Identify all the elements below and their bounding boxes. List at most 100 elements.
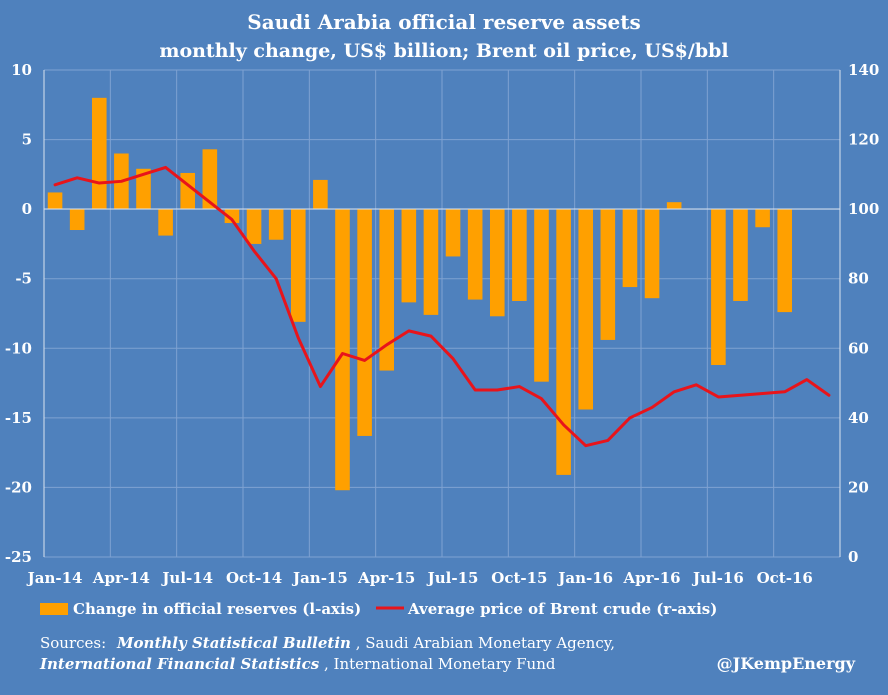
left-tick-5: -15 bbox=[5, 409, 32, 427]
brent-point-24 bbox=[585, 445, 587, 447]
bar-27 bbox=[644, 209, 660, 299]
brent-point-16 bbox=[408, 330, 410, 332]
left-tick-0: 10 bbox=[11, 61, 32, 79]
brent-point-10 bbox=[275, 278, 277, 280]
brent-point-27 bbox=[651, 406, 653, 409]
left-tick-4: -10 bbox=[5, 339, 32, 357]
brent-point-1 bbox=[76, 177, 78, 179]
bar-15 bbox=[379, 209, 395, 371]
legend: Change in official reserves (l-axis) Ave… bbox=[40, 600, 717, 618]
right-tick-1: 120 bbox=[848, 131, 879, 149]
brent-point-4 bbox=[142, 173, 145, 175]
brent-point-7 bbox=[209, 201, 211, 203]
bar-22 bbox=[534, 209, 549, 382]
brent-point-12 bbox=[319, 385, 321, 388]
x-tick-9: Apr-16 bbox=[622, 569, 680, 587]
left-tick-1: 5 bbox=[22, 131, 32, 149]
brent-point-28 bbox=[673, 391, 675, 393]
brent-point-15 bbox=[386, 344, 388, 346]
brent-point-33 bbox=[784, 391, 786, 393]
left-tick-2: 0 bbox=[22, 200, 32, 218]
bar-33 bbox=[777, 209, 793, 313]
brent-point-34 bbox=[806, 378, 808, 381]
legend-label-brent: Average price of Brent crude (r-axis) bbox=[407, 600, 717, 618]
brent-point-13 bbox=[341, 352, 344, 355]
sources-imf: , International Monetary Fund bbox=[324, 655, 556, 673]
bar-18 bbox=[445, 209, 461, 257]
bar-26 bbox=[622, 209, 638, 288]
bar-32 bbox=[755, 209, 770, 228]
brent-point-9 bbox=[253, 250, 255, 252]
line-series-brent bbox=[53, 165, 831, 448]
x-tick-7: Oct-15 bbox=[491, 569, 547, 587]
right-tick-5: 40 bbox=[848, 409, 869, 427]
x-tick-0: Jan-14 bbox=[26, 569, 83, 587]
legend-swatch-reserves bbox=[40, 603, 68, 615]
sources-label: Sources: bbox=[40, 634, 106, 652]
brent-price-line bbox=[53, 165, 831, 448]
brent-point-17 bbox=[430, 335, 432, 337]
brent-point-31 bbox=[739, 394, 742, 396]
bar-10 bbox=[268, 209, 284, 240]
x-tick-11: Oct-16 bbox=[757, 569, 813, 587]
brent-point-2 bbox=[98, 182, 100, 184]
brent-point-19 bbox=[474, 389, 476, 391]
bar-9 bbox=[246, 209, 262, 244]
brent-point-30 bbox=[717, 396, 719, 398]
bar-24 bbox=[578, 209, 594, 410]
brent-point-6 bbox=[187, 184, 189, 186]
bar-23 bbox=[556, 209, 571, 475]
bar-13 bbox=[335, 209, 350, 491]
left-tick-7: -25 bbox=[5, 548, 32, 566]
bar-20 bbox=[489, 209, 505, 317]
brent-point-26 bbox=[629, 417, 631, 419]
bar-8 bbox=[224, 209, 240, 224]
brent-point-18 bbox=[452, 358, 454, 360]
bar-30 bbox=[711, 209, 726, 365]
x-tick-8: Jan-16 bbox=[556, 569, 613, 587]
chart-title: Saudi Arabia official reserve assets bbox=[247, 10, 640, 34]
x-tick-6: Jul-15 bbox=[426, 569, 479, 587]
right-tick-7: 0 bbox=[848, 548, 858, 566]
right-axis-ticks: 140 120 100 80 60 40 20 0 bbox=[848, 61, 879, 566]
axes bbox=[43, 70, 841, 557]
sources-ifs: International Financial Statistics bbox=[39, 655, 320, 673]
bar-21 bbox=[512, 209, 527, 301]
bar-17 bbox=[423, 209, 439, 315]
x-tick-4: Jan-15 bbox=[291, 569, 348, 587]
bar-28 bbox=[666, 202, 682, 210]
x-tick-1: Apr-14 bbox=[92, 569, 150, 587]
brent-point-3 bbox=[120, 180, 122, 182]
legend-label-reserves: Change in official reserves (l-axis) bbox=[73, 600, 361, 618]
bar-0 bbox=[47, 192, 63, 210]
brent-point-14 bbox=[364, 359, 366, 362]
credit-handle: @JKempEnergy bbox=[717, 654, 856, 673]
left-tick-6: -20 bbox=[5, 478, 32, 496]
brent-point-23 bbox=[563, 424, 565, 426]
bar-5 bbox=[158, 209, 173, 236]
sources-bulletin: Monthly Statistical Bulletin bbox=[116, 634, 351, 652]
x-tick-2: Jul-14 bbox=[160, 569, 213, 587]
bar-series-reserves bbox=[47, 97, 793, 491]
left-tick-3: -5 bbox=[15, 270, 32, 288]
brent-point-22 bbox=[540, 398, 543, 400]
sources-line-1: Sources: Monthly Statistical Bulletin , … bbox=[40, 634, 615, 652]
brent-point-11 bbox=[297, 337, 299, 339]
bar-6 bbox=[180, 172, 196, 210]
brent-point-32 bbox=[762, 392, 764, 395]
brent-point-29 bbox=[695, 384, 697, 386]
right-tick-2: 100 bbox=[848, 200, 879, 218]
bar-25 bbox=[600, 209, 616, 340]
bar-19 bbox=[467, 209, 483, 300]
brent-point-20 bbox=[496, 389, 498, 391]
brent-point-21 bbox=[518, 385, 520, 388]
brent-point-0 bbox=[54, 184, 56, 186]
right-tick-6: 20 bbox=[848, 478, 869, 496]
right-tick-4: 60 bbox=[848, 339, 869, 357]
brent-point-5 bbox=[165, 166, 167, 168]
bar-2 bbox=[91, 97, 107, 210]
left-axis-ticks: 10 5 0 -5 -10 -15 -20 -25 bbox=[5, 61, 32, 566]
x-tick-5: Apr-15 bbox=[357, 569, 415, 587]
bar-4 bbox=[136, 168, 151, 210]
